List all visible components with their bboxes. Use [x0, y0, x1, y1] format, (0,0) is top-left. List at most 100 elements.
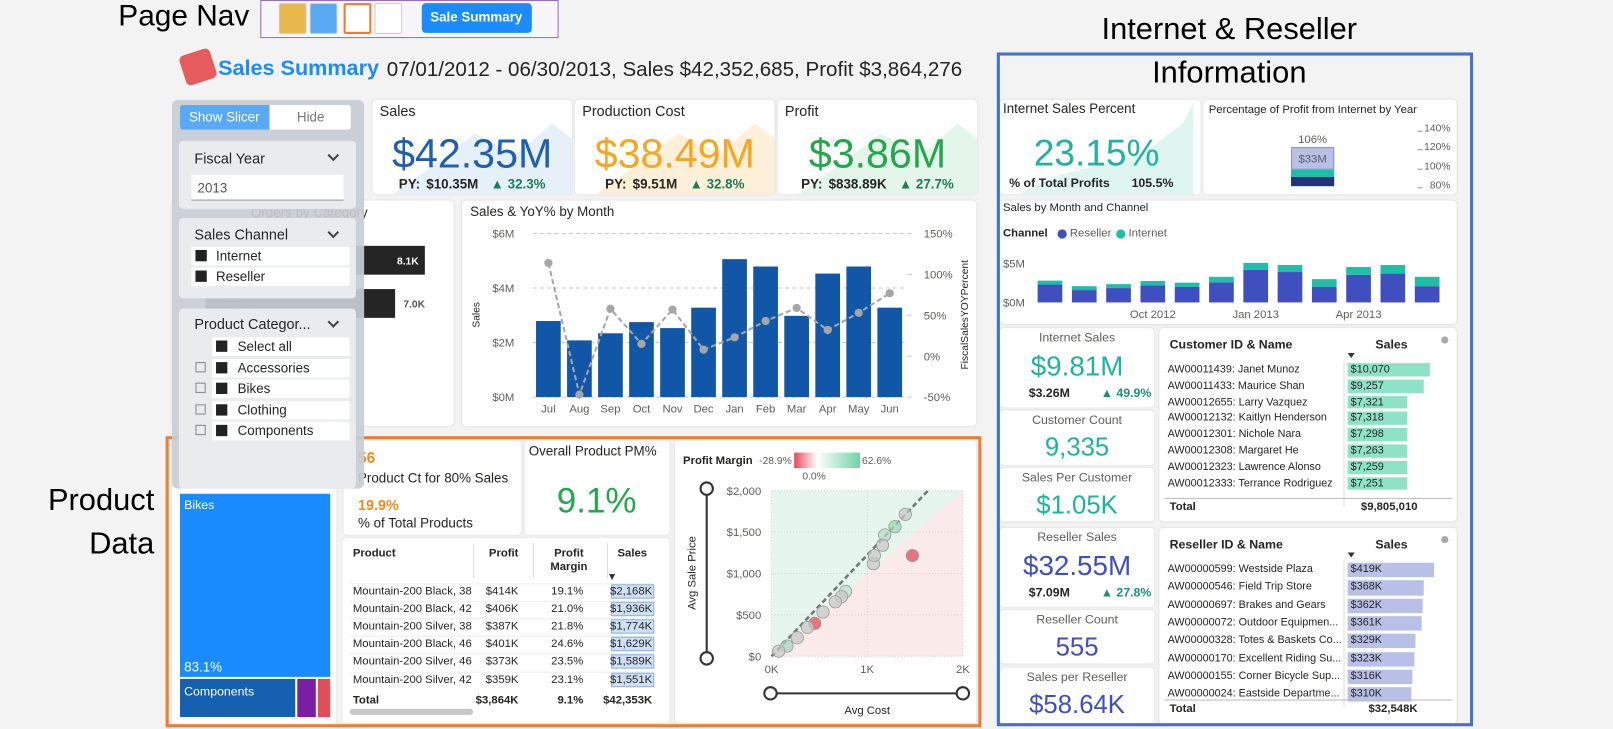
table-cell: $1,551K [610, 673, 653, 686]
slider-handle[interactable] [699, 481, 714, 496]
checkbox[interactable] [216, 361, 228, 373]
table-cell: $1,936K [610, 602, 653, 616]
slicer-item-label[interactable]: Accessories [237, 359, 310, 375]
y-tick-label: $500 [736, 610, 761, 622]
bar [1346, 267, 1371, 275]
checkbox[interactable] [195, 270, 207, 282]
expand-icon[interactable] [195, 424, 206, 436]
table-cell: 24.6% [551, 638, 584, 651]
slicer-title: Fiscal Year [194, 150, 265, 167]
slicer-item[interactable] [211, 421, 350, 441]
slider-handle[interactable] [699, 651, 714, 666]
slicer-item-label[interactable]: Internet [216, 247, 262, 264]
slicer-item-label[interactable]: Reseller [216, 268, 266, 284]
kpi-value: $38.49M [594, 131, 755, 177]
slicer-item-label[interactable]: Clothing [237, 401, 287, 418]
table-cell: $362K [1350, 598, 1382, 611]
slicer-item[interactable] [211, 400, 350, 420]
nav-icon[interactable] [278, 3, 307, 34]
data-bar [1347, 562, 1435, 578]
slicer-item[interactable] [211, 358, 350, 378]
bar [1174, 286, 1200, 303]
data-bar [1347, 444, 1407, 458]
slicer-item-label[interactable]: Select all [237, 338, 292, 354]
table-cell: AW00012323: Lawrence Alonso [1167, 460, 1321, 473]
slicer-item-label[interactable]: Bikes [237, 380, 271, 397]
table-cell: $9,257 [1350, 379, 1384, 392]
table-cell: Mountain-200 Black, 46 [352, 638, 472, 651]
slicer-item-label[interactable]: Components [237, 422, 314, 439]
table-cell: AW00011439: Janet Munoz [1167, 363, 1300, 376]
legend-label: Internet [1128, 227, 1167, 240]
toggle-label[interactable]: Show Slicer [188, 109, 260, 125]
sort-icon [1347, 352, 1355, 358]
toggle-hide[interactable] [269, 104, 351, 130]
expand-icon[interactable] [195, 403, 206, 415]
metric-title: Customer Count [1032, 412, 1122, 427]
nav-button[interactable] [421, 3, 532, 33]
nav-icon[interactable] [309, 3, 338, 34]
data-bar [1347, 395, 1408, 409]
legend-gradient [794, 452, 860, 469]
toggle-show[interactable] [180, 104, 270, 130]
legend-max: 62.6% [862, 456, 891, 467]
table-cell: $7,263 [1350, 444, 1384, 457]
x-tick-label: 2K [956, 664, 970, 676]
table-cell: AW00000328: Totes & Baskets Co... [1167, 633, 1342, 647]
tick-label: 100% [1424, 161, 1451, 173]
text: ▲ 27.8% [1100, 585, 1152, 600]
checkbox[interactable] [216, 403, 228, 416]
checkbox[interactable] [216, 340, 228, 352]
py-change: ▲ 32.8% [689, 175, 745, 192]
nav-button-label[interactable]: Sale Summary [430, 9, 523, 25]
slicer-card [178, 308, 356, 489]
expand-icon[interactable] [195, 361, 206, 372]
column-divider [1343, 560, 1345, 707]
column-divider [473, 543, 475, 579]
checkbox[interactable] [195, 249, 207, 262]
slicer-item[interactable] [211, 379, 350, 399]
y-tick-label: $4M [492, 283, 514, 295]
slider-handle[interactable] [763, 686, 778, 701]
column-header: Profit Margin [550, 547, 588, 573]
checkbox[interactable] [216, 382, 228, 394]
table-cell: $2,168K [610, 585, 653, 598]
bar [1311, 279, 1337, 287]
x-tick-label: Feb [756, 404, 775, 416]
py-change: ▲ 27.7% [898, 175, 954, 192]
sort-icon [608, 574, 616, 581]
slicer-item[interactable] [191, 267, 350, 286]
yoy-marker [730, 333, 739, 342]
nav-icon[interactable] [374, 3, 403, 34]
nav-icon[interactable] [343, 3, 372, 34]
bar [722, 259, 747, 398]
frame-internet [996, 52, 1474, 727]
more-icon[interactable] [1441, 535, 1449, 544]
bar [877, 307, 903, 398]
slicer-item[interactable] [191, 246, 350, 266]
more-icon[interactable] [1441, 336, 1449, 344]
kpi-title: Production Cost [582, 102, 685, 120]
metric-title: Sales per Reseller [1026, 669, 1128, 685]
expand-icon[interactable] [195, 382, 206, 393]
toggle-label[interactable]: Hide [296, 109, 325, 125]
table-cell: $373K [485, 655, 519, 669]
slicer-item[interactable] [211, 337, 350, 356]
checkbox[interactable] [216, 424, 228, 437]
bar [1106, 288, 1131, 303]
bar [567, 340, 592, 398]
sparkline [595, 123, 775, 195]
metric-card [999, 667, 1155, 724]
bar [1243, 262, 1269, 270]
table-cell: AW00000072: Outdoor Equipmen... [1167, 616, 1339, 629]
data-bar [1347, 669, 1413, 685]
scrollbar[interactable] [349, 708, 474, 715]
bar [1209, 276, 1234, 283]
bar [846, 266, 872, 398]
dropdown-value[interactable]: 2013 [197, 180, 228, 196]
bar [1277, 264, 1303, 273]
table-cell: Mountain-200 Silver, 38 [352, 620, 472, 633]
sparkline-area [595, 123, 775, 195]
slider-handle[interactable] [955, 686, 971, 701]
dropdown[interactable] [191, 174, 344, 201]
